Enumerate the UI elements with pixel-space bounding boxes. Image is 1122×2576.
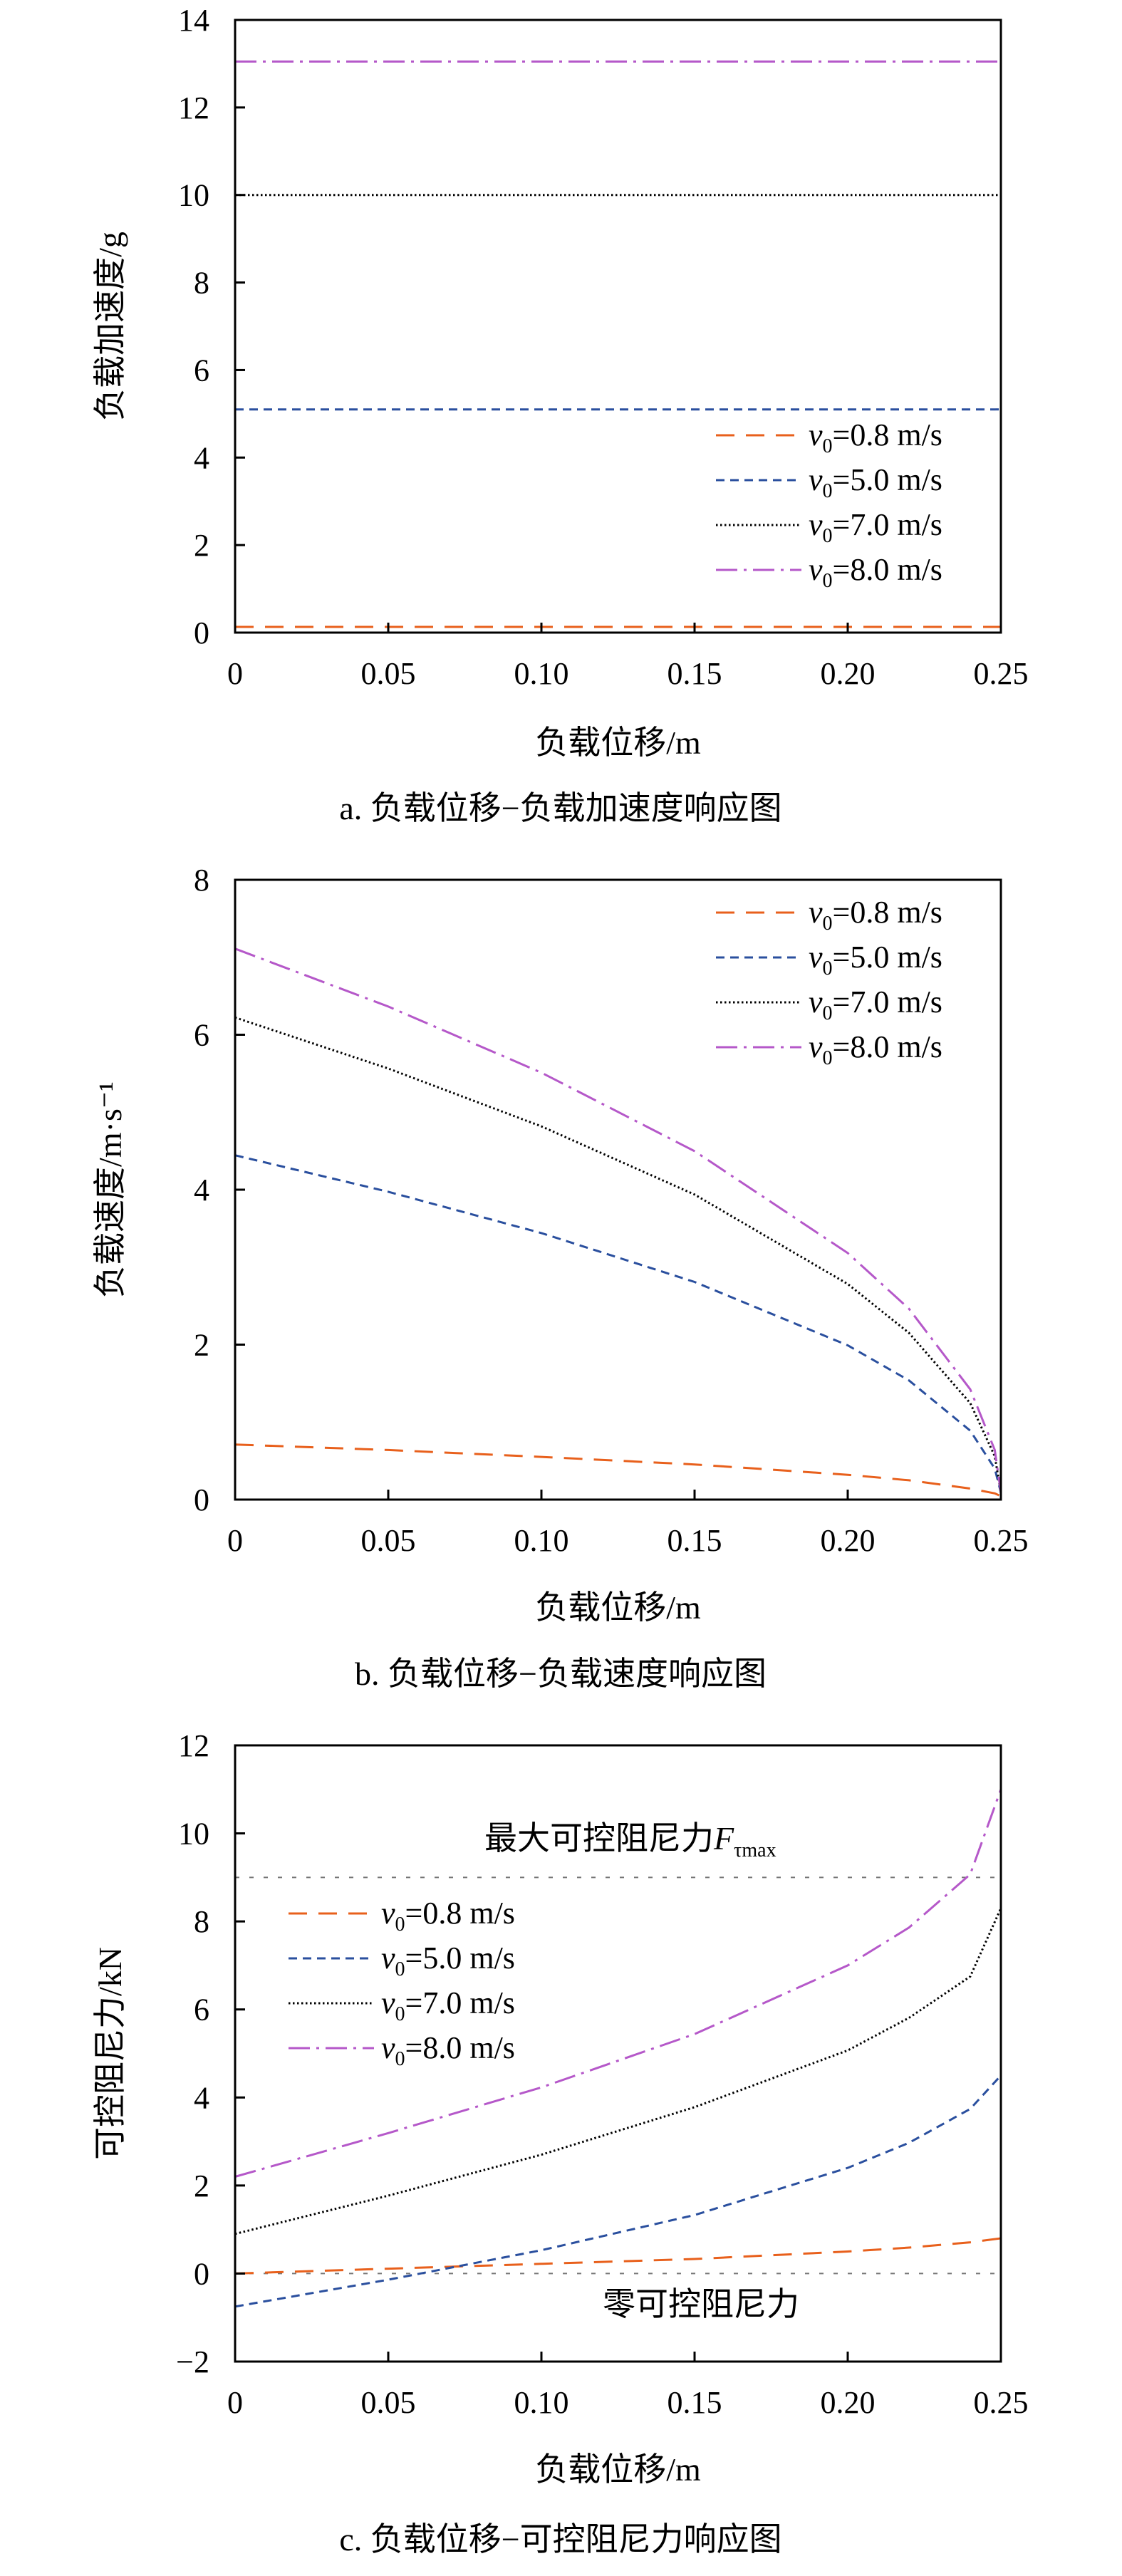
y-tick-label: 4 (194, 2080, 209, 2115)
figure-caption: b. 负载位移−负载速度响应图 (355, 1656, 767, 1692)
series-line-v80 (234, 947, 1002, 1493)
annotation-zero-force: 零可控阻尼力 (603, 2286, 799, 2322)
x-tick-label: 0.20 (821, 2385, 876, 2420)
x-axis-label: 负载位移/m (535, 1589, 701, 1626)
chart-velocity: 0 0.05 0.10 0.15 0.20 0.25 0 2 4 6 8 负载位移/m 负载速度/m·s… (92, 863, 1029, 1692)
y-tick-label: 8 (194, 1904, 209, 1939)
legend-label: v0=7.0 m/s (809, 985, 942, 1024)
chart-damping-force: 0 0.05 0.10 0.15 0.20 0.25 −2 0 2 4 6 8 10 12 负载位移/m 可控… (92, 1728, 1029, 2557)
x-tick-label: 0.05 (361, 2385, 416, 2420)
series-line-v08 (234, 2237, 1002, 2275)
x-tick-label: 0.10 (514, 1523, 569, 1558)
y-tick-label: 8 (194, 266, 209, 301)
y-tick-label: 6 (194, 1018, 209, 1053)
x-tick-label: 0.05 (361, 1523, 416, 1558)
y-axis-label: 可控阻尼力/kN (92, 1947, 128, 2160)
x-tick-label: 0.15 (668, 2385, 722, 2420)
x-tick-label: 0.25 (974, 656, 1029, 691)
y-tick-label: 10 (178, 1817, 209, 1852)
y-tick-label: 8 (194, 863, 209, 898)
x-tick-label: 0.10 (514, 2385, 569, 2420)
plot-frame (234, 1744, 1002, 2363)
y-tick-label: 2 (194, 2169, 209, 2203)
y-tick-label: 4 (194, 1173, 209, 1208)
series-line-v50 (234, 2074, 1002, 2308)
legend-label: v0=5.0 m/s (381, 1941, 515, 1980)
y-tick-label: 10 (178, 178, 209, 213)
y-axis-label: 负载加速度/g (92, 232, 128, 421)
x-tick-label: 0 (227, 656, 243, 691)
x-tick-label: 0.15 (668, 1523, 722, 1558)
series-line-v70 (234, 1016, 1002, 1493)
y-axis-label: 负载速度/m·s⁻¹ (92, 1081, 128, 1298)
y-tick-label: 4 (194, 440, 209, 475)
x-tick-label: 0.20 (821, 1523, 876, 1558)
legend-label: v0=5.0 m/s (809, 940, 942, 980)
y-tick-label: 12 (178, 1728, 209, 1763)
legend-label: v0=8.0 m/s (809, 1029, 942, 1069)
legend-label: v0=7.0 m/s (809, 507, 942, 547)
plot-frame (234, 19, 1002, 634)
figure-caption: a. 负载位移−负载加速度响应图 (339, 790, 781, 826)
x-tick-label: 0.25 (974, 2385, 1029, 2420)
x-tick-label: 0.10 (514, 656, 569, 691)
legend-label: v0=8.0 m/s (381, 2030, 515, 2070)
figure-caption: c. 负载位移−可控阻尼力响应图 (339, 2521, 781, 2557)
y-tick-label: −2 (176, 2344, 209, 2379)
legend-label: v0=0.8 m/s (809, 895, 942, 935)
y-tick-label: 0 (194, 616, 209, 650)
x-tick-label: 0 (227, 1523, 243, 1558)
series-line-v70 (234, 1907, 1002, 2235)
chart-acceleration: 0 0.05 0.10 0.15 0.20 0.25 0 2 4 6 8 10 12 14 负载位移/m 负载… (92, 3, 1029, 826)
series-line-v50 (234, 1154, 1002, 1493)
x-tick-label: 0.25 (974, 1523, 1029, 1558)
y-tick-label: 12 (178, 90, 209, 125)
x-tick-label: 0.15 (668, 656, 722, 691)
x-axis-label: 负载位移/m (535, 724, 701, 761)
legend-label: v0=0.8 m/s (809, 417, 942, 457)
y-tick-label: 0 (194, 1482, 209, 1517)
legend-label: v0=7.0 m/s (381, 1985, 515, 2025)
legend-label: v0=5.0 m/s (809, 462, 942, 502)
series-line-v80 (234, 1789, 1002, 2178)
x-tick-label: 0 (227, 2385, 243, 2420)
x-tick-label: 0.20 (821, 656, 876, 691)
y-tick-label: 6 (194, 1993, 209, 2027)
y-tick-label: 0 (194, 2256, 209, 2291)
y-tick-label: 6 (194, 353, 209, 388)
y-tick-label: 2 (194, 1328, 209, 1363)
annotation-max-force: 最大可控阻尼力Fτmax (484, 1820, 776, 1861)
x-axis-label: 负载位移/m (535, 2451, 701, 2488)
y-tick-label: 14 (178, 3, 209, 38)
legend-label: v0=0.8 m/s (381, 1896, 515, 1936)
x-tick-label: 0.05 (361, 656, 416, 691)
y-tick-label: 2 (194, 528, 209, 563)
legend-label: v0=8.0 m/s (809, 552, 942, 592)
series-line-v08 (234, 1443, 1002, 1497)
